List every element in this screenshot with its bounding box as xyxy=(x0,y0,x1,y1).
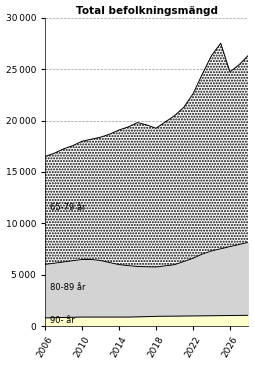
Title: Total befolkningsmängd: Total befolkningsmängd xyxy=(76,5,218,16)
Text: 80-89 år: 80-89 år xyxy=(50,283,85,292)
Text: 65-79 år: 65-79 år xyxy=(50,203,85,212)
Text: 90- år: 90- år xyxy=(50,316,74,326)
